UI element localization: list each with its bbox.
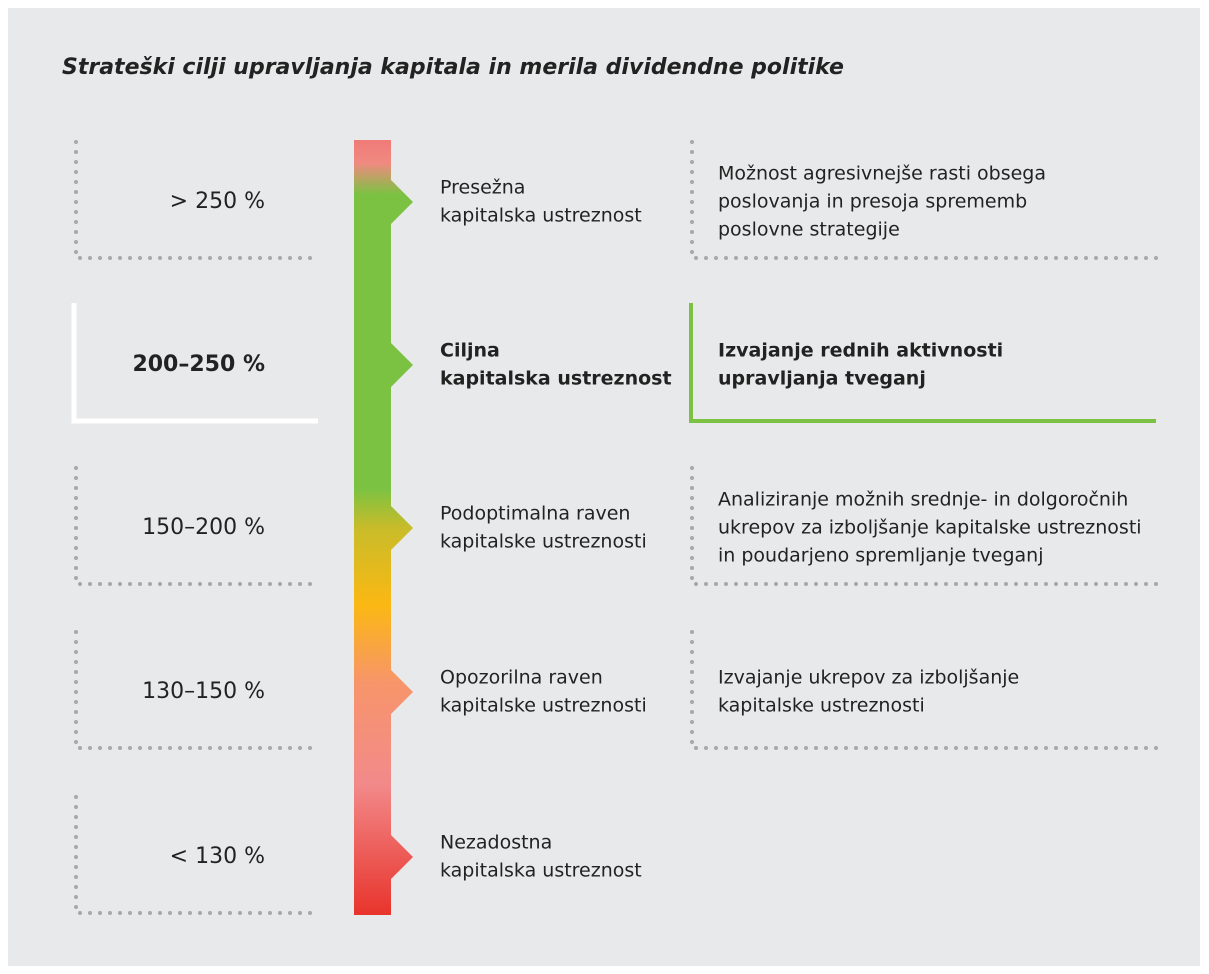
range: > 250 % bbox=[170, 189, 265, 214]
level: kapitalska ustreznost bbox=[440, 860, 642, 882]
title: Strateški cilji upravljanja kapitala in … bbox=[62, 55, 844, 80]
action-frame bbox=[690, 466, 1160, 586]
action: poslovanja in presoja sprememb bbox=[718, 191, 1027, 213]
range: 150–200 % bbox=[142, 515, 265, 540]
level: Ciljna bbox=[440, 340, 500, 362]
action: Analiziranje možnih srednje- in dolgoroč… bbox=[718, 489, 1128, 511]
scale-bar bbox=[354, 140, 413, 915]
level: kapitalska ustreznost bbox=[440, 205, 642, 227]
range: 130–150 % bbox=[142, 679, 265, 704]
range: 200–250 % bbox=[132, 352, 265, 377]
range-frame bbox=[74, 630, 322, 750]
action-frame bbox=[689, 303, 1156, 423]
range-frame bbox=[71, 303, 318, 424]
action: Izvajanje ukrepov za izboljšanje bbox=[718, 667, 1019, 689]
action: poslovne strategije bbox=[718, 219, 900, 241]
level: Podoptimalna raven bbox=[440, 503, 630, 525]
action: ukrepov za izboljšanje kapitalske ustrez… bbox=[718, 517, 1142, 539]
level: kapitalske ustreznosti bbox=[440, 695, 647, 717]
range: < 130 % bbox=[170, 844, 265, 869]
level: Opozorilna raven bbox=[440, 667, 603, 689]
action-frame bbox=[690, 140, 1160, 260]
action: Izvajanje rednih aktivnosti bbox=[718, 340, 1003, 362]
level: Nezadostna bbox=[440, 832, 552, 854]
panel bbox=[8, 8, 1200, 966]
action: kapitalske ustreznosti bbox=[718, 695, 925, 717]
action-frame bbox=[690, 630, 1160, 750]
level: kapitalske ustreznosti bbox=[440, 531, 647, 553]
action: in poudarjeno spremljanje tveganj bbox=[718, 545, 1044, 567]
range-frame bbox=[74, 795, 322, 915]
action: Možnost agresivnejše rasti obsega bbox=[718, 163, 1046, 185]
action: upravljanja tveganj bbox=[718, 368, 926, 390]
level: Presežna bbox=[440, 177, 525, 199]
range-frame bbox=[74, 140, 322, 260]
level: kapitalska ustreznost bbox=[440, 368, 672, 390]
range-frame bbox=[74, 466, 322, 586]
